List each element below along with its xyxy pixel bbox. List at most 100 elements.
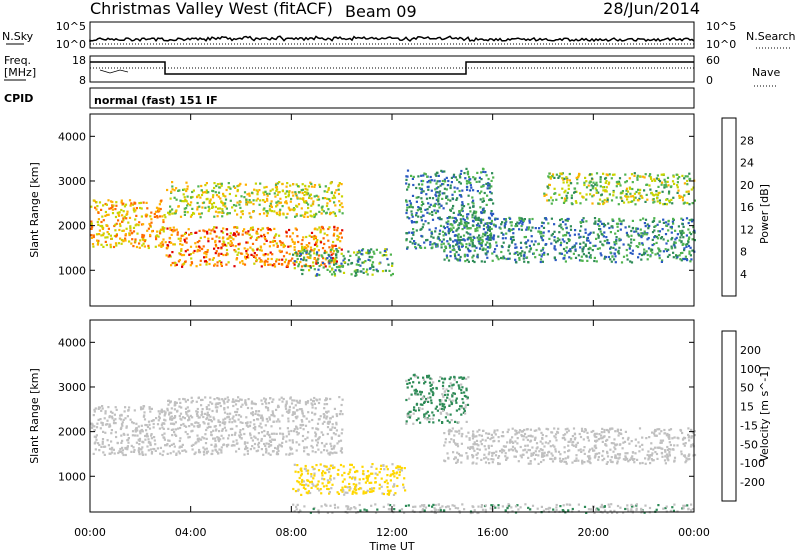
echo-cell: [684, 257, 687, 261]
echo-cell: [476, 226, 479, 229]
echo-cell: [457, 236, 460, 239]
echo-cell: [687, 192, 690, 195]
echo-cell: [476, 430, 479, 433]
echo-cell: [546, 253, 549, 256]
echo-cell: [460, 220, 463, 223]
echo-cell: [329, 428, 332, 431]
echo-cell: [313, 184, 317, 187]
echo-cell: [597, 191, 600, 194]
echo-cell: [235, 425, 238, 428]
echo-cell: [656, 237, 659, 240]
echo-cell: [551, 232, 554, 236]
echo-cell: [128, 232, 131, 235]
echo-cell: [645, 193, 648, 196]
echo-cell: [134, 430, 137, 433]
echo-cell: [308, 420, 311, 423]
echo-cell: [312, 468, 315, 471]
echo-cell: [96, 205, 99, 208]
echo-cell: [461, 228, 464, 231]
echo-cell: [128, 216, 132, 219]
echo-cell: [661, 190, 664, 193]
echo-cell: [296, 235, 299, 238]
echo-cell: [241, 213, 244, 216]
echo-cell: [139, 432, 142, 435]
echo-cell: [563, 234, 567, 237]
echo-cell: [687, 228, 690, 231]
echo-cell: [217, 254, 220, 257]
echo-cell: [575, 242, 578, 245]
echo-cell: [182, 253, 186, 257]
echo-cell: [650, 454, 653, 457]
echo-cell: [289, 397, 292, 400]
echo-cell: [107, 213, 110, 216]
echo-cell: [541, 455, 545, 458]
echo-cell: [466, 455, 469, 458]
echo-cell: [446, 256, 449, 259]
echo-cell: [216, 406, 219, 409]
echo-cell: [120, 441, 123, 444]
echo-cell: [678, 239, 681, 242]
echo-cell: [651, 251, 654, 254]
echo-cell: [591, 195, 594, 198]
echo-cell: [276, 447, 279, 450]
freq-trace: [90, 61, 694, 75]
echo-cell: [277, 404, 280, 407]
echo-cell: [271, 438, 274, 441]
echo-cell: [691, 249, 694, 252]
echo-cell: [558, 238, 561, 241]
echo-cell: [479, 236, 482, 240]
echo-cell: [190, 201, 193, 204]
echo-cell: [341, 474, 344, 477]
echo-cell: [483, 191, 486, 195]
echo-cell: [495, 241, 498, 244]
echo-cell: [134, 434, 137, 437]
echo-cell: [330, 437, 333, 440]
echo-cell: [558, 231, 561, 234]
echo-cell: [392, 493, 396, 496]
echo-cell: [212, 416, 215, 419]
echo-cell: [259, 260, 262, 263]
echo-cell: [198, 249, 201, 252]
echo-cell: [486, 222, 489, 225]
echo-cell: [451, 193, 454, 196]
echo-cell: [650, 191, 653, 194]
echo-cell: [196, 414, 199, 417]
echo-cell: [110, 448, 113, 451]
echo-cell: [299, 483, 302, 486]
echo-cell: [265, 449, 268, 452]
echo-cell: [430, 389, 433, 392]
echo-cell: [590, 173, 593, 176]
echo-cell: [117, 242, 120, 245]
echo-cell: [335, 421, 338, 424]
echo-cell: [494, 433, 497, 436]
echo-cell: [455, 430, 458, 433]
echo-cell: [304, 464, 307, 468]
echo-cell: [380, 477, 383, 480]
echo-cell: [115, 204, 118, 207]
echo-cell: [490, 198, 493, 202]
echo-cell: [613, 258, 616, 261]
echo-cell: [481, 200, 484, 203]
echo-cell: [414, 242, 417, 245]
echo-cell: [649, 454, 652, 457]
echo-cell: [397, 468, 400, 471]
echo-cell: [92, 414, 95, 417]
echo-cell: [219, 438, 222, 441]
echo-cell: [654, 428, 657, 432]
echo-cell: [493, 429, 496, 432]
echo-cell: [662, 218, 665, 221]
echo-cell: [324, 257, 328, 260]
echo-cell: [221, 428, 224, 431]
echo-cell: [141, 236, 144, 239]
echo-cell: [257, 236, 260, 239]
echo-cell: [183, 398, 186, 401]
echo-cell: [327, 452, 330, 455]
echo-cell: [591, 447, 594, 450]
echo-cell: [195, 441, 198, 444]
echo-cell: [687, 436, 690, 439]
echo-cell: [241, 210, 244, 213]
echo-cell: [668, 433, 671, 437]
echo-cell: [155, 417, 158, 420]
echo-cell: [443, 170, 446, 173]
echo-cell: [454, 220, 457, 223]
